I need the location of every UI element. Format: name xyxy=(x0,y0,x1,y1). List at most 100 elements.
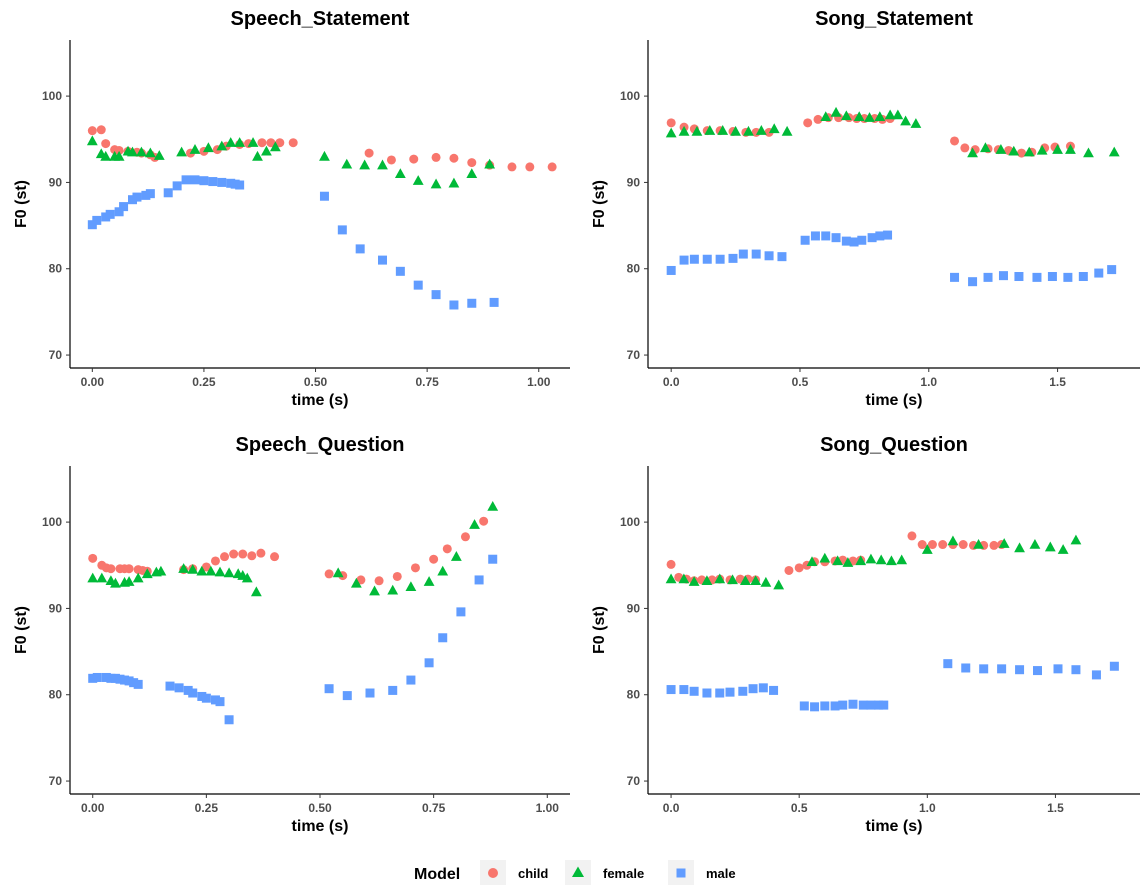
point-child xyxy=(106,564,116,574)
point-female xyxy=(437,565,449,576)
point-female xyxy=(1036,144,1048,155)
point-female xyxy=(714,573,726,584)
point-male xyxy=(751,249,761,259)
point-male xyxy=(725,687,735,697)
point-female xyxy=(132,572,144,583)
point-child xyxy=(1017,148,1027,158)
point-female xyxy=(223,567,235,578)
point-male xyxy=(950,272,960,282)
point-male xyxy=(961,663,971,673)
panel-speech-statement: Speech_Statement 70 80 90 100 0.00 0.25 0.50 0.7… xyxy=(13,8,570,409)
point-female xyxy=(947,535,959,546)
point-female xyxy=(665,127,677,138)
point-female xyxy=(155,565,167,576)
x-tick-label: 0.75 xyxy=(415,375,439,389)
point-female xyxy=(892,109,904,120)
point-female xyxy=(234,137,246,147)
point-male xyxy=(857,235,867,245)
x-axis-label: time (s) xyxy=(292,392,349,409)
x-tick-label: 0.0 xyxy=(663,375,680,389)
point-child xyxy=(449,153,459,163)
point-child xyxy=(938,540,948,550)
point-female xyxy=(247,137,259,147)
point-female xyxy=(743,125,754,136)
point-female xyxy=(980,142,991,153)
y-tick-label: 70 xyxy=(627,348,641,362)
point-male xyxy=(1091,670,1101,680)
point-male xyxy=(821,231,831,241)
point-female xyxy=(319,150,330,161)
point-female xyxy=(1083,147,1094,158)
x-tick-label: 1.00 xyxy=(536,801,560,815)
point-female xyxy=(341,158,353,169)
point-female xyxy=(241,572,253,583)
point-female xyxy=(773,579,785,590)
point-male xyxy=(764,251,774,261)
point-male xyxy=(998,271,1008,281)
point-male xyxy=(488,554,498,564)
point-male xyxy=(848,699,858,709)
point-male xyxy=(1033,666,1042,676)
point-female xyxy=(261,145,272,156)
point-male xyxy=(1107,265,1117,275)
point-male xyxy=(129,678,139,688)
point-male xyxy=(110,673,120,683)
point-male xyxy=(666,265,676,275)
point-child xyxy=(525,162,535,172)
point-child xyxy=(201,562,211,572)
point-female xyxy=(252,150,263,161)
point-female xyxy=(665,573,677,584)
point-male xyxy=(342,691,352,701)
point-male xyxy=(777,252,787,262)
series-male xyxy=(88,554,498,725)
point-female xyxy=(350,577,362,588)
point-male xyxy=(769,685,779,695)
point-female xyxy=(196,565,208,576)
point-male xyxy=(879,700,889,710)
point-male xyxy=(114,207,124,217)
point-female xyxy=(727,574,738,585)
panel-title: Speech_Statement xyxy=(231,8,410,30)
point-male xyxy=(943,659,953,669)
point-female xyxy=(806,556,818,567)
series-male xyxy=(87,175,499,310)
legend-title: Model xyxy=(414,866,460,883)
point-child xyxy=(460,532,470,542)
point-male xyxy=(1094,268,1104,278)
point-male xyxy=(424,658,434,668)
point-female xyxy=(998,538,1010,548)
point-female xyxy=(86,135,98,146)
point-child xyxy=(784,565,794,575)
point-female xyxy=(100,150,112,161)
point-male xyxy=(101,672,111,682)
point-female xyxy=(830,106,842,117)
point-male xyxy=(183,685,193,695)
point-male xyxy=(210,695,220,705)
point-male xyxy=(188,688,198,698)
point-male xyxy=(115,674,125,684)
point-child xyxy=(220,552,230,562)
y-tick-label: 100 xyxy=(42,515,62,529)
point-child xyxy=(247,551,257,561)
y-tick-label: 80 xyxy=(627,262,641,276)
point-male xyxy=(431,290,441,300)
point-female xyxy=(1052,144,1063,154)
y-axis-label: F0 (st) xyxy=(591,606,608,654)
point-child xyxy=(431,152,441,162)
point-child xyxy=(927,540,937,550)
point-male xyxy=(831,233,841,243)
point-child xyxy=(666,118,676,128)
point-child xyxy=(288,138,298,148)
series-female xyxy=(665,106,1120,158)
point-child xyxy=(803,118,813,128)
point-male xyxy=(874,700,884,710)
point-female xyxy=(704,125,716,135)
point-female xyxy=(1044,541,1056,552)
point-male xyxy=(997,664,1007,674)
point-female xyxy=(87,572,99,583)
point-female xyxy=(1057,544,1069,554)
point-female xyxy=(884,109,896,120)
point-female xyxy=(900,115,911,126)
legend-item-female: female xyxy=(565,860,644,885)
point-male xyxy=(224,715,234,725)
